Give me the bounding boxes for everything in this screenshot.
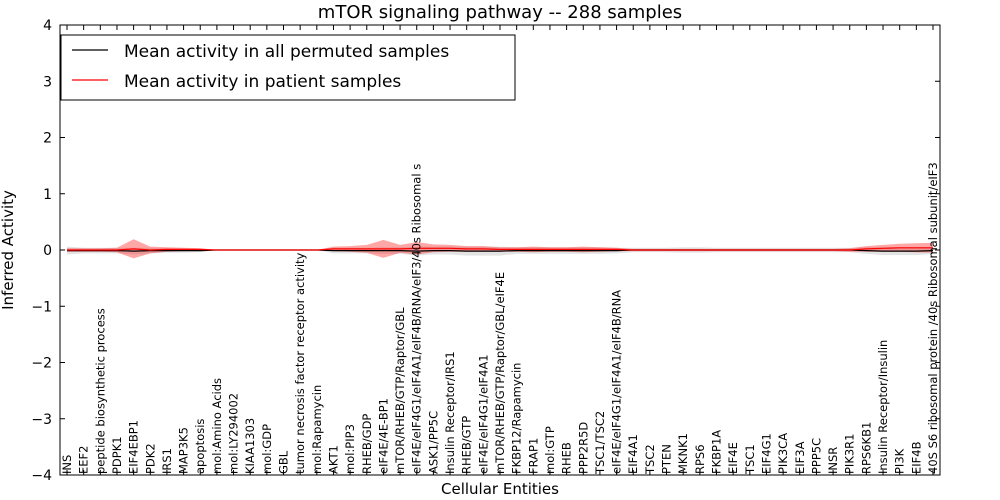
- x-category-label: MKNK1: [676, 433, 690, 474]
- legend-label-patient: Mean activity in patient samples: [124, 72, 401, 92]
- plot-area: [67, 239, 934, 259]
- x-category-label: mol:GDP: [260, 424, 274, 474]
- x-category-label: RHEB: [560, 442, 574, 474]
- x-category-label: EIF4B: [909, 441, 923, 474]
- x-category-label: PTEN: [660, 444, 674, 474]
- x-category-label: INSR: [826, 447, 840, 474]
- x-category-label: peptide biosynthetic process: [93, 308, 107, 474]
- x-category-label: apoptosis: [193, 419, 207, 474]
- x-category-label: eIF4E/eIF4G1/eIF4A1: [476, 354, 490, 474]
- x-axis: INS EEF2 peptide biosynthetic process PDPK1…: [60, 25, 940, 475]
- x-category-label: IRS1: [160, 448, 174, 474]
- x-category-label: PI3K: [893, 448, 907, 474]
- x-category-label: PPP2R5D: [576, 422, 590, 474]
- x-category-label: FRAP1: [526, 438, 540, 474]
- x-category-label: KIAA1303: [243, 418, 257, 474]
- x-category-label: Insulin Receptor/Insulin: [876, 340, 890, 474]
- x-category-label: PDK2: [143, 443, 157, 474]
- y-tick-label: 1: [43, 187, 52, 203]
- x-category-label: eIF4E/eIF4G1/eIF4A1/eIF4B/RNA: [610, 290, 624, 474]
- x-category-label: mol:GTP: [543, 426, 557, 474]
- x-category-label: TSC2: [643, 444, 657, 475]
- x-category-label: Insulin Receptor/IRS1: [443, 351, 457, 474]
- y-tick-label: 0: [43, 243, 52, 259]
- x-category-label: EIF3A: [793, 441, 807, 474]
- x-category-label: mTOR/RHEB/GTP/Raptor/GBL/eIF4E: [493, 272, 507, 474]
- y-tick-label: 2: [43, 131, 52, 147]
- legend: Mean activity in all permuted samples Me…: [60, 34, 516, 101]
- x-category-label: mol:LY294002: [227, 393, 241, 474]
- x-category-label: 40S S6 ribosomal protein /40s Ribosomal …: [926, 162, 940, 474]
- y-tick-label: −3: [31, 412, 52, 428]
- legend-label-permuted: Mean activity in all permuted samples: [124, 42, 449, 62]
- y-tick-label: −1: [31, 299, 52, 315]
- x-category-label: ASK1/PP5C: [426, 411, 440, 474]
- y-tick-label: 3: [43, 74, 52, 90]
- x-category-label: mTOR/RHEB/GTP/Raptor/GBL: [393, 307, 407, 474]
- x-category-label: MAP3K5: [177, 427, 191, 474]
- x-category-label: EEF2: [77, 446, 91, 474]
- y-axis-label: Inferred Activity: [0, 190, 17, 310]
- x-category-label: FKBP1A: [710, 430, 724, 474]
- y-tick-label: 4: [43, 18, 52, 34]
- x-category-label: mol:Amino Acids: [210, 378, 224, 474]
- x-category-label: FKBP12/Rapamycin: [510, 363, 524, 474]
- x-category-label: EIF4A1: [626, 434, 640, 474]
- y-tick-label: −2: [31, 356, 52, 372]
- legend-box: [60, 34, 516, 101]
- x-category-label: RHEB/GDP: [360, 414, 374, 474]
- x-category-label: PPP5C: [809, 438, 823, 474]
- x-category-label: RHEB/GTP: [460, 416, 474, 474]
- y-axis: −4 −3 −2 −1 0 1 2 3 4: [31, 18, 940, 484]
- y-tick-label: −4: [31, 468, 52, 484]
- x-category-label: tumor necrosis factor receptor activity: [293, 252, 307, 474]
- x-category-label: TSC1: [743, 444, 757, 475]
- x-category-label: eIF4E/eIF4G1/eIF4A1/eIF4B/RNA/eIF3/40s R…: [410, 164, 424, 474]
- x-category-label: RPS6KB1: [859, 422, 873, 474]
- x-category-label: mol:Rapamycin: [310, 385, 324, 474]
- x-category-label: AKT1: [327, 445, 341, 474]
- x-category-label: PIK3CA: [776, 433, 790, 474]
- x-category-label: GBL: [277, 450, 291, 474]
- x-category-label: TSC1/TSC2: [593, 411, 607, 475]
- chart-title: mTOR signaling pathway -- 288 samples: [318, 2, 682, 23]
- x-category-label: PDPK1: [110, 436, 124, 474]
- x-category-label: eIF4E/4E-BP1: [376, 398, 390, 474]
- x-axis-label: Cellular Entities: [441, 480, 559, 498]
- x-category-label: PIK3R1: [843, 434, 857, 475]
- x-category-label: EIF4G1: [760, 433, 774, 474]
- x-category-label: INS: [60, 455, 74, 474]
- x-category-label: RPS6: [693, 444, 707, 474]
- x-category-label: mol:PIP3: [343, 424, 357, 474]
- x-category-label: EIF4EBP1: [127, 420, 141, 474]
- x-category-label: EIF4E: [726, 442, 740, 474]
- series-line-patient: [67, 247, 933, 251]
